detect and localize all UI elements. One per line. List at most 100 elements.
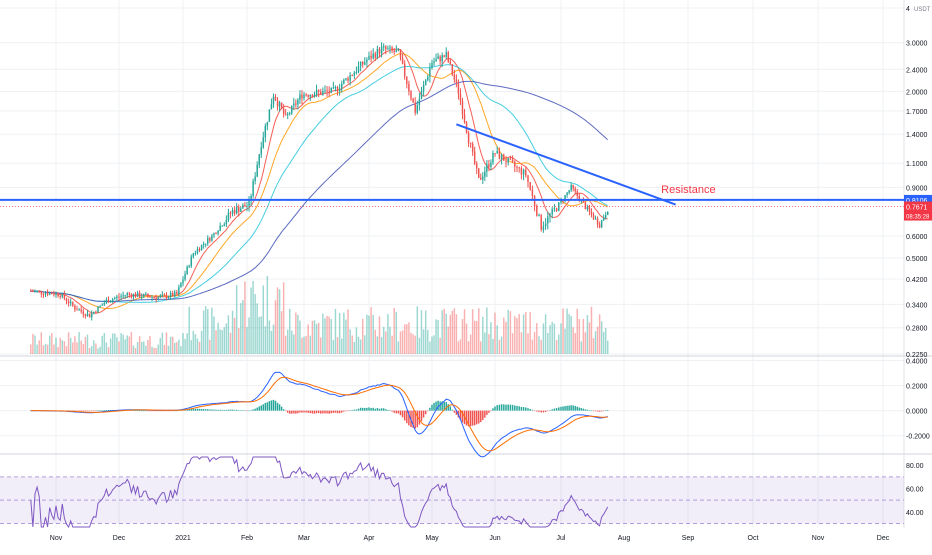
candle-body[interactable] xyxy=(533,196,536,207)
candle-body[interactable] xyxy=(568,190,570,193)
candle-body[interactable] xyxy=(435,58,437,62)
candle-body[interactable] xyxy=(604,214,607,218)
candle-body[interactable] xyxy=(453,74,456,80)
candle-body[interactable] xyxy=(221,225,223,227)
candle-body[interactable] xyxy=(505,160,507,163)
candle-body[interactable] xyxy=(190,256,192,266)
candle-body[interactable] xyxy=(527,175,529,183)
candle-body[interactable] xyxy=(328,91,330,93)
candle-body[interactable] xyxy=(161,294,164,296)
candle-body[interactable] xyxy=(262,137,265,148)
candle-body[interactable] xyxy=(401,57,404,64)
candle-body[interactable] xyxy=(32,291,34,293)
candle-body[interactable] xyxy=(408,83,410,92)
candle-body[interactable] xyxy=(494,153,496,155)
candle-body[interactable] xyxy=(374,53,377,58)
candle-body[interactable] xyxy=(406,76,408,84)
candle-body[interactable] xyxy=(509,158,512,160)
candle-body[interactable] xyxy=(297,99,299,105)
candle-body[interactable] xyxy=(584,202,587,210)
candle-body[interactable] xyxy=(451,64,454,75)
candle-body[interactable] xyxy=(36,290,38,292)
candle-body[interactable] xyxy=(309,94,312,97)
candle-body[interactable] xyxy=(594,218,597,220)
candle-body[interactable] xyxy=(357,66,360,72)
candle-body[interactable] xyxy=(147,294,149,297)
candle-body[interactable] xyxy=(114,298,116,300)
candle-body[interactable] xyxy=(538,215,540,217)
candle-body[interactable] xyxy=(540,215,542,230)
candle-body[interactable] xyxy=(399,49,402,58)
candle-body[interactable] xyxy=(86,313,89,316)
candle-body[interactable] xyxy=(48,292,51,295)
candle-body[interactable] xyxy=(368,55,370,60)
candle-body[interactable] xyxy=(254,176,256,182)
candle-body[interactable] xyxy=(42,293,45,295)
trendline[interactable] xyxy=(456,123,676,206)
candle-body[interactable] xyxy=(252,181,254,196)
candle-body[interactable] xyxy=(429,68,431,77)
candle-body[interactable] xyxy=(403,63,406,77)
candle-body[interactable] xyxy=(196,248,199,253)
candle-body[interactable] xyxy=(76,309,78,311)
candle-body[interactable] xyxy=(69,301,72,304)
candle-body[interactable] xyxy=(167,296,170,299)
candle-body[interactable] xyxy=(484,171,486,177)
candle-body[interactable] xyxy=(151,297,153,299)
candle-body[interactable] xyxy=(57,293,59,296)
candle-body[interactable] xyxy=(155,297,157,300)
candle-body[interactable] xyxy=(227,212,230,221)
candle-body[interactable] xyxy=(511,159,514,162)
candle-body[interactable] xyxy=(78,309,80,311)
candle-body[interactable] xyxy=(455,79,458,83)
candle-body[interactable] xyxy=(507,158,509,163)
candle-body[interactable] xyxy=(445,52,447,57)
candle-body[interactable] xyxy=(293,103,295,106)
candle-body[interactable] xyxy=(471,143,474,152)
candle-body[interactable] xyxy=(202,244,205,246)
candle-body[interactable] xyxy=(84,314,87,316)
candle-body[interactable] xyxy=(38,290,40,292)
candle-body[interactable] xyxy=(326,90,328,92)
candle-body[interactable] xyxy=(63,293,66,299)
candle-body[interactable] xyxy=(385,46,387,50)
candle-body[interactable] xyxy=(107,299,110,303)
candle-body[interactable] xyxy=(134,294,137,297)
candle-body[interactable] xyxy=(457,82,460,94)
candle-body[interactable] xyxy=(95,311,97,313)
candle-body[interactable] xyxy=(74,305,76,310)
candle-body[interactable] xyxy=(130,294,133,298)
candle-body[interactable] xyxy=(366,59,368,63)
candle-body[interactable] xyxy=(461,101,464,115)
candle-body[interactable] xyxy=(427,76,429,81)
candle-body[interactable] xyxy=(564,195,566,201)
candle-body[interactable] xyxy=(244,205,246,207)
candle-body[interactable] xyxy=(397,49,400,51)
candle-body[interactable] xyxy=(118,296,120,298)
candle-body[interactable] xyxy=(596,218,599,225)
candle-body[interactable] xyxy=(299,94,301,100)
candle-body[interactable] xyxy=(174,292,176,297)
candle-body[interactable] xyxy=(482,176,484,180)
candle-body[interactable] xyxy=(549,214,551,217)
candle-body[interactable] xyxy=(433,61,435,63)
candle-body[interactable] xyxy=(586,207,589,210)
candle-body[interactable] xyxy=(235,206,238,214)
candle-body[interactable] xyxy=(225,220,228,225)
candle-body[interactable] xyxy=(439,56,441,62)
candle-body[interactable] xyxy=(542,226,545,230)
candle-body[interactable] xyxy=(382,46,385,48)
candle-body[interactable] xyxy=(330,87,332,93)
candle-body[interactable] xyxy=(500,154,503,159)
candle-body[interactable] xyxy=(467,132,470,143)
candle-body[interactable] xyxy=(186,266,188,275)
candle-body[interactable] xyxy=(55,293,57,295)
candle-body[interactable] xyxy=(370,55,372,59)
candle-body[interactable] xyxy=(207,238,209,244)
candle-body[interactable] xyxy=(311,94,314,98)
candle-body[interactable] xyxy=(303,94,305,99)
candle-body[interactable] xyxy=(607,211,609,215)
candle-body[interactable] xyxy=(258,154,260,165)
